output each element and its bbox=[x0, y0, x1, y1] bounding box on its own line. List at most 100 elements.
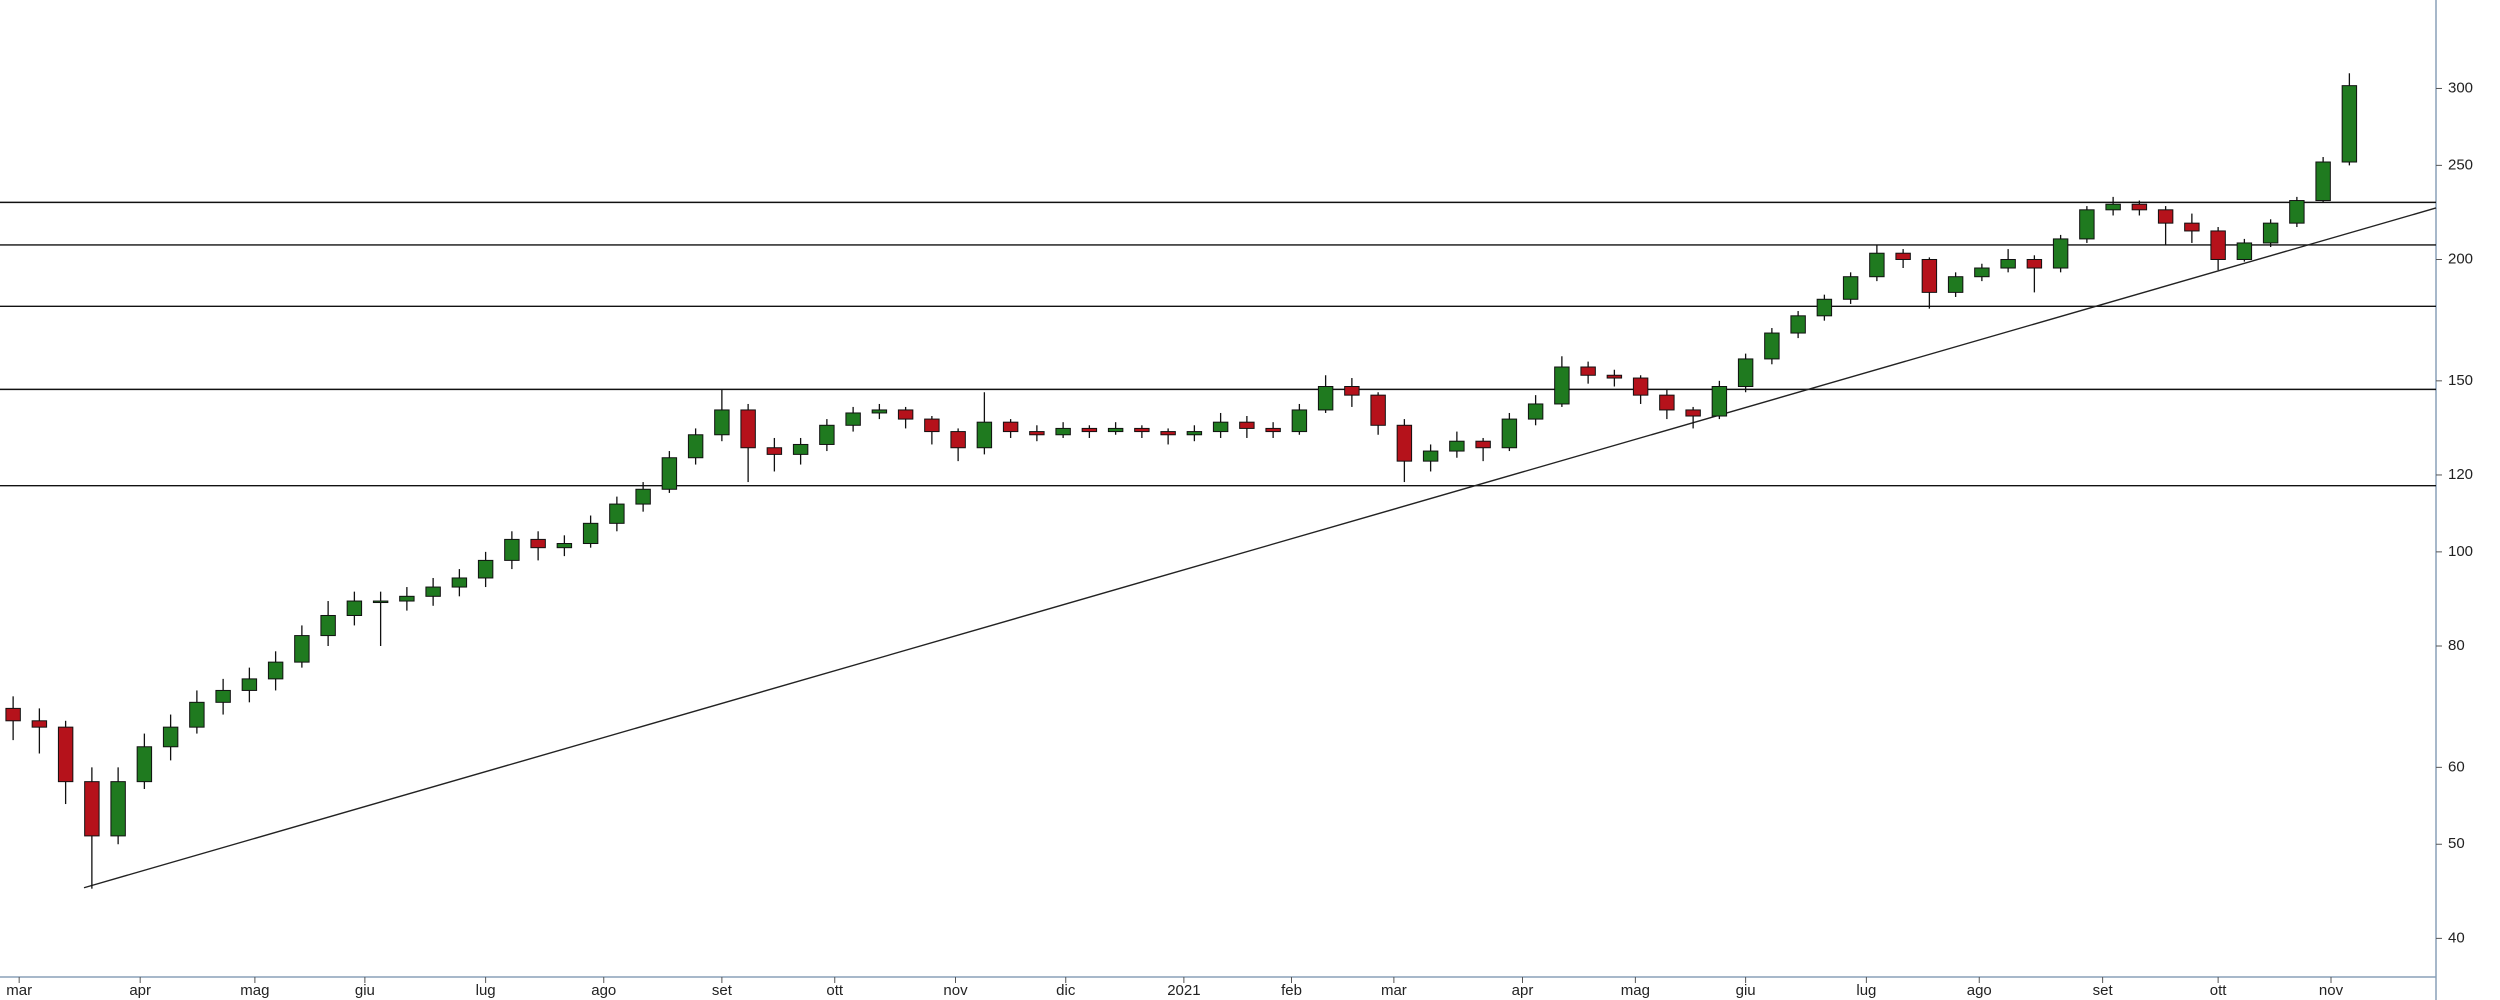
candle-body bbox=[346, 600, 363, 616]
candle-body bbox=[57, 726, 74, 783]
y-tick-label: 300 bbox=[2448, 79, 2473, 96]
candle-body bbox=[1265, 427, 1281, 433]
candle-body bbox=[740, 409, 756, 449]
candle-body bbox=[1239, 421, 1255, 429]
candle-body bbox=[2079, 209, 2095, 240]
candle-body bbox=[1895, 252, 1911, 260]
candle-body bbox=[1790, 315, 1806, 334]
x-tick-label: mar bbox=[1381, 982, 1407, 999]
candle-body bbox=[2157, 209, 2174, 224]
candle-body bbox=[1370, 394, 1386, 426]
x-tick-label: giu bbox=[355, 982, 375, 999]
x-tick-label: mag bbox=[240, 982, 269, 999]
candle-body bbox=[1186, 431, 1203, 436]
candle-body bbox=[1029, 431, 1045, 436]
x-tick-label: ago bbox=[1967, 982, 1992, 999]
candle-body bbox=[1291, 409, 1308, 433]
x-tick-label: mar bbox=[6, 982, 32, 999]
trendline bbox=[83, 207, 2437, 889]
candle-body bbox=[1659, 394, 1675, 411]
candle-body bbox=[399, 595, 415, 602]
candle-body bbox=[1869, 252, 1885, 278]
candle-body bbox=[1160, 431, 1176, 436]
candle-body bbox=[1842, 276, 1859, 300]
candle-body bbox=[1816, 298, 1833, 317]
candle-body bbox=[897, 409, 914, 420]
x-tick-label: giu bbox=[1736, 982, 1756, 999]
candle-body bbox=[2052, 238, 2069, 269]
candle-body bbox=[582, 522, 599, 545]
candle-body bbox=[2289, 200, 2305, 224]
x-tick-label: feb bbox=[1281, 982, 1302, 999]
candle-body bbox=[1212, 421, 1229, 433]
y-tick-label: 100 bbox=[2448, 543, 2473, 560]
candle-body bbox=[189, 701, 205, 728]
candle-body bbox=[1527, 403, 1544, 420]
y-tick-label: 50 bbox=[2448, 835, 2465, 852]
candle-body bbox=[871, 409, 888, 414]
x-tick-label: set bbox=[2093, 982, 2114, 999]
candle-body bbox=[1002, 421, 1019, 433]
candle-body bbox=[1737, 358, 1754, 388]
candle-body bbox=[1947, 276, 1964, 293]
candle-body bbox=[1055, 427, 1071, 436]
y-tick-label: 150 bbox=[2448, 372, 2473, 389]
x-tick-label: nov bbox=[2319, 982, 2344, 999]
x-tick-label: lug bbox=[1856, 982, 1876, 999]
candle-body bbox=[1107, 427, 1124, 433]
y-tick-label: 120 bbox=[2448, 466, 2473, 483]
candle-body bbox=[477, 559, 494, 579]
candle-body bbox=[1317, 386, 1334, 411]
candle-body bbox=[1580, 366, 1596, 376]
candle-body bbox=[451, 577, 468, 588]
candle-body bbox=[2262, 222, 2279, 244]
candle-body bbox=[241, 678, 258, 691]
candle-body bbox=[320, 614, 336, 637]
candle-body bbox=[1711, 386, 1728, 417]
x-tick-label: set bbox=[712, 982, 733, 999]
candle-body bbox=[556, 543, 573, 549]
candle-body bbox=[31, 720, 48, 728]
candle-body bbox=[267, 661, 284, 680]
candle-body bbox=[1974, 267, 1990, 278]
candle-body bbox=[294, 635, 310, 663]
candle-body bbox=[504, 538, 520, 561]
y-tick-label: 250 bbox=[2448, 156, 2473, 173]
candle-body bbox=[792, 443, 809, 455]
x-tick-label: 2021 bbox=[1167, 982, 1200, 999]
candle-body bbox=[950, 431, 966, 449]
y-tick-label: 80 bbox=[2448, 637, 2465, 654]
x-tick-label: nov bbox=[943, 982, 968, 999]
candle-body bbox=[2236, 242, 2253, 260]
candle-body bbox=[1475, 440, 1491, 449]
candle-body bbox=[1081, 427, 1098, 433]
candle-body bbox=[2000, 258, 2016, 269]
candle-body bbox=[2184, 222, 2200, 232]
candle-body bbox=[1921, 258, 1938, 293]
candle-body bbox=[714, 409, 730, 436]
candle-body bbox=[162, 726, 179, 748]
candle-body bbox=[1134, 427, 1150, 433]
x-tick-label: ott bbox=[826, 982, 844, 999]
candle-body bbox=[1606, 374, 1623, 379]
candle-body bbox=[1554, 366, 1570, 405]
candle-body bbox=[1632, 377, 1649, 396]
candle-body bbox=[110, 781, 126, 837]
x-tick-label: dic bbox=[1056, 982, 1076, 999]
candle-body bbox=[635, 488, 651, 505]
candle-body bbox=[1685, 409, 1701, 417]
candle-body bbox=[687, 434, 704, 459]
candle-body bbox=[766, 447, 783, 455]
x-tick-label: ago bbox=[591, 982, 616, 999]
x-tick-label: ott bbox=[2210, 982, 2228, 999]
candle-body bbox=[215, 689, 231, 703]
candle-body bbox=[2131, 203, 2148, 211]
candle-body bbox=[976, 421, 993, 449]
x-tick-label: apr bbox=[1512, 982, 1534, 999]
candle-body bbox=[924, 418, 940, 433]
candle-body bbox=[1344, 386, 1360, 396]
candle-body bbox=[136, 746, 153, 783]
candle-body bbox=[1396, 424, 1413, 462]
